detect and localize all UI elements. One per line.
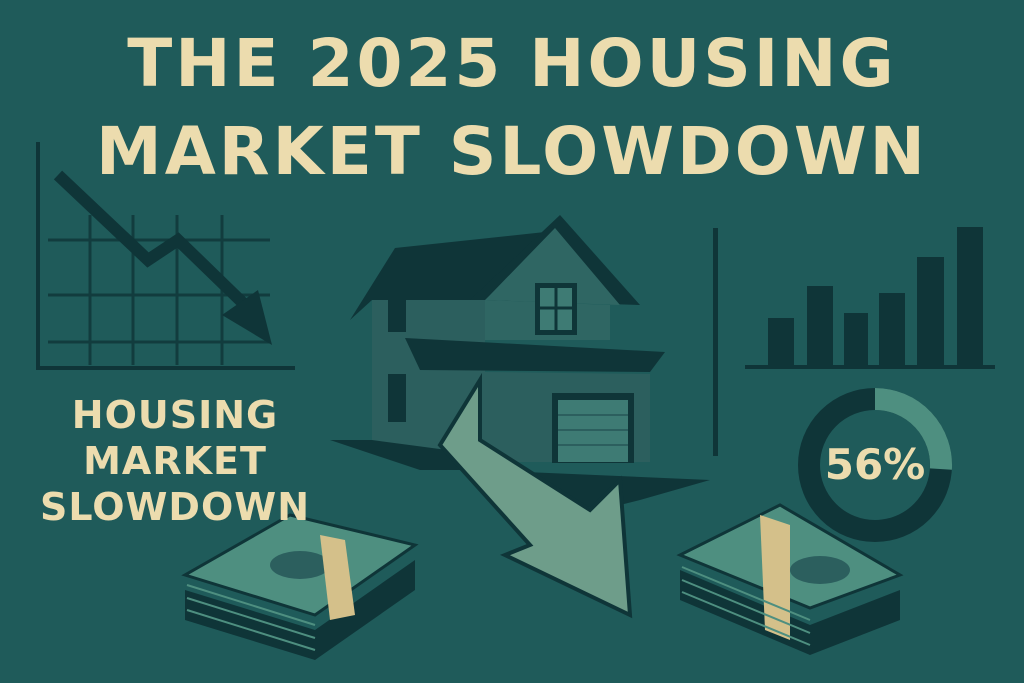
declining-line-chart-icon [36,142,295,370]
subtitle-line-1: HOUSING [71,393,279,437]
money-stack-icon [181,513,419,660]
subtitle-line-3: SLOWDOWN [39,485,310,529]
donut-chart-icon [798,388,952,542]
down-arrow-icon [437,372,633,619]
money-stack-icon [676,503,904,655]
subtitle: HOUSING MARKET SLOWDOWN [30,392,320,530]
subtitle-line-2: MARKET [83,439,267,483]
bar-chart-icon [713,227,995,456]
house-icon [350,215,665,463]
title-line-1: THE 2025 HOUSING [127,25,897,102]
donut-label: 56% [824,440,926,489]
title-line-2: MARKET SLOWDOWN [96,113,928,190]
